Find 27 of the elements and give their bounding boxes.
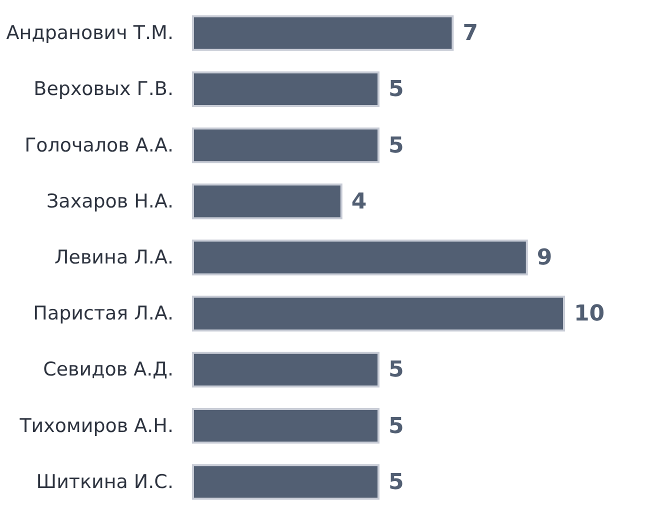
y-tick-label: Левина Л.А. (54, 246, 174, 268)
bar (192, 127, 380, 164)
bar (192, 71, 380, 107)
y-tick-label: Андранович Т.М. (6, 22, 174, 44)
y-tick-label: Голочалов А.А. (24, 134, 174, 156)
bar (192, 15, 454, 51)
y-tick-label: Паристая Л.А. (33, 302, 174, 325)
y-tick-label: Захаров Н.А. (46, 190, 174, 212)
data-label: 5 (388, 77, 404, 102)
y-tick-label: Верховых Г.В. (34, 78, 174, 100)
bar (192, 408, 380, 444)
data-label: 5 (388, 470, 404, 495)
bar (192, 296, 565, 332)
bar (192, 352, 380, 388)
y-tick-label: Тихомиров А.Н. (18, 414, 174, 437)
bar (192, 184, 342, 220)
bar (192, 240, 528, 276)
data-label: 9 (536, 246, 552, 270)
y-tick-label: Шиткина И.С. (36, 470, 174, 493)
data-label: 4 (351, 189, 367, 214)
data-label: 10 (574, 302, 605, 327)
bar (192, 464, 380, 500)
data-label: 7 (462, 21, 478, 46)
data-label: 5 (388, 358, 404, 383)
y-tick-label: Севидов А.Д. (43, 358, 174, 381)
data-label: 5 (388, 133, 404, 158)
data-label: 5 (388, 414, 404, 439)
